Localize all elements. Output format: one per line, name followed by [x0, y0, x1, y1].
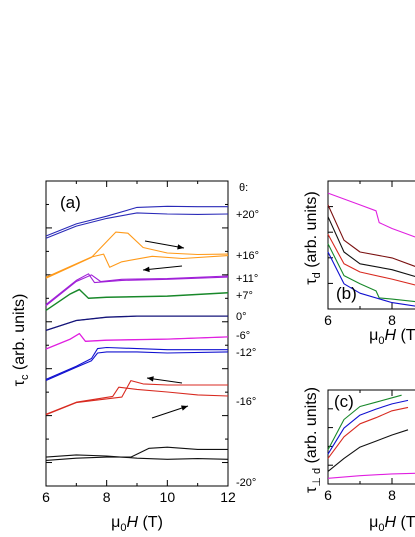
series-line: [327, 243, 415, 303]
panel-a: 6 8 10 12 (a) θ: +20° +16° +11° +7° 0° -6° -12° -1…: [11, 180, 259, 534]
panel-a-angle-labels: +20° +16° +11° +7° 0° -6° -12° -16° -20°: [236, 209, 259, 489]
axis-title-variable: H: [384, 514, 396, 531]
sweep-arrowhead: [147, 376, 154, 382]
series-line-up: [45, 231, 229, 279]
panel-a-arrows: [142, 240, 189, 419]
series-label: -12°: [236, 347, 256, 359]
axis-title-variable: H: [384, 327, 396, 344]
axis-title-symbol: μ: [111, 514, 120, 531]
panel-c-tag: (c): [334, 392, 354, 411]
series-line-down: [45, 253, 229, 278]
series-line-down: [45, 386, 229, 415]
axis-title-subscript: 0: [378, 522, 384, 534]
x-tick-label: 12: [220, 489, 236, 505]
series-label: +11°: [236, 273, 258, 285]
panel-b-y-title: τd (arb. units): [303, 191, 323, 284]
panel-c-y-title: τ⊥ d (arb. units): [303, 387, 323, 493]
series-line-down: [45, 212, 229, 239]
panel-c-series: [327, 394, 415, 479]
axis-title-symbol: μ: [369, 327, 378, 344]
x-tick-label: 6: [42, 489, 50, 505]
axis-title-subscript: 0: [120, 522, 126, 534]
sweep-arrowhead: [181, 405, 188, 411]
series-label: 0°: [236, 311, 247, 323]
axis-title-subscript: c: [19, 374, 31, 380]
series-line-up: [45, 315, 228, 331]
series-line: [327, 406, 409, 459]
sweep-arrow: [142, 265, 183, 271]
series-line-up: [45, 333, 229, 350]
series-line: [327, 204, 415, 267]
panel-b-x-title: μ0H (T): [369, 327, 415, 347]
series-line-down: [45, 288, 229, 311]
sweep-arrowhead: [177, 244, 184, 250]
axis-title-subscript: 0: [378, 335, 384, 347]
axis-title-symbol: τ: [303, 486, 320, 493]
series-label: -20°: [236, 477, 256, 489]
axis-title-unit: (arb. units): [303, 387, 320, 468]
series-line-down: [45, 351, 229, 382]
series-label: +20°: [236, 209, 259, 221]
series-line-up: [45, 205, 228, 237]
axis-title-unit: (T): [138, 514, 163, 531]
x-tick-label: 6: [324, 487, 332, 503]
axis-title-symbol: τ: [11, 379, 28, 386]
series-label: +16°: [236, 250, 259, 262]
series-label: +7°: [236, 290, 253, 302]
x-tick-label: 8: [388, 487, 396, 503]
series-line-down: [45, 315, 228, 332]
axis-title-unit: (arb. units): [303, 191, 320, 272]
panel-a-y-title: τc (arb. units): [11, 294, 31, 387]
axis-title-symbol: μ: [369, 514, 378, 531]
series-label: -16°: [236, 396, 256, 408]
x-tick-label: 6: [324, 312, 332, 328]
series-line-down: [45, 273, 229, 306]
panel-b-series: [327, 192, 415, 307]
axis-title-unit: (arb. units): [11, 294, 28, 375]
axis-title-variable: H: [126, 514, 138, 531]
panel-c-x-title: μ0H (T): [369, 514, 415, 534]
panel-a-ticks: 6 8 10 12: [42, 181, 236, 505]
axis-title-subscript: d: [311, 272, 323, 278]
series-line: [327, 399, 409, 455]
panel-b: 68 (b) μ0H (T) τd (arb. units): [303, 180, 415, 347]
series-line: [327, 429, 409, 472]
panel-a-series: [45, 205, 229, 461]
axis-title-subscript: ⊥ d: [311, 468, 323, 487]
x-tick-label: 10: [160, 489, 176, 505]
axis-title-unit: (T): [396, 514, 415, 531]
series-line: [327, 394, 402, 450]
axis-title-unit: (T): [396, 327, 415, 344]
series-line: [327, 192, 415, 238]
panel-c: 68 (c) μ0H (T) τ⊥ d (arb. units): [303, 387, 415, 534]
sweep-arrow: [144, 240, 185, 249]
series-line: [327, 234, 415, 286]
series-line-up: [45, 274, 229, 307]
panel-c-frame: [327, 389, 415, 485]
x-tick-label: 8: [388, 312, 396, 328]
series-line-down: [45, 332, 229, 350]
series-line-up: [45, 446, 228, 461]
panel-a-tag: (a): [60, 193, 81, 212]
series-line-down: [45, 454, 229, 460]
series-line-up: [45, 346, 228, 380]
series-line-up: [45, 380, 228, 416]
panel-a-x-title: μ0H (T): [111, 514, 163, 534]
series-line: [327, 472, 415, 479]
series-line: [327, 216, 415, 278]
legend-title: θ:: [239, 182, 248, 194]
x-tick-label: 8: [103, 489, 111, 505]
series-label: -6°: [236, 330, 250, 342]
sweep-arrowhead: [143, 266, 150, 273]
panel-b-tag: (b): [336, 284, 357, 303]
series-line: [327, 251, 415, 307]
axis-title-symbol: τ: [303, 278, 320, 285]
